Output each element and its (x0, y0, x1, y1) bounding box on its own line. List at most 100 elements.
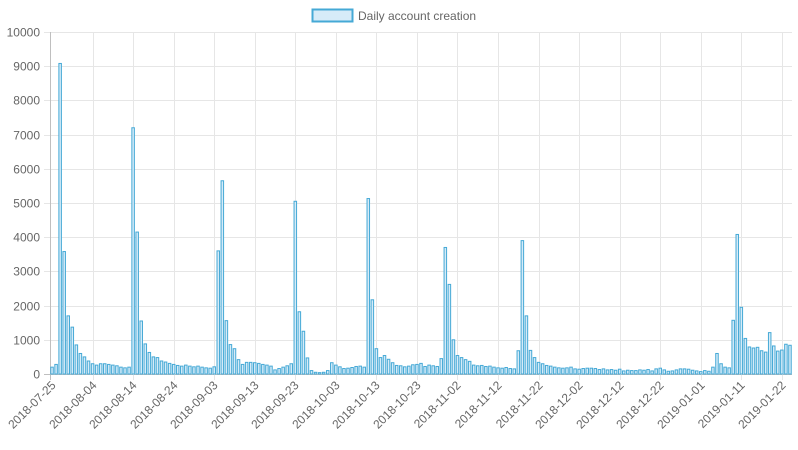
bar[interactable] (378, 357, 383, 375)
bar[interactable] (159, 360, 164, 375)
bar[interactable] (374, 348, 379, 375)
bar[interactable] (208, 367, 212, 375)
bar[interactable] (674, 369, 679, 375)
bar[interactable] (455, 355, 460, 375)
bar[interactable] (407, 365, 411, 375)
bar[interactable] (423, 365, 427, 375)
bar[interactable] (257, 362, 261, 375)
bar[interactable] (662, 369, 667, 375)
bar[interactable] (719, 363, 723, 375)
bar[interactable] (666, 370, 671, 375)
bar[interactable] (690, 369, 695, 375)
bar[interactable] (512, 368, 517, 375)
bar[interactable] (488, 365, 492, 375)
bar[interactable] (492, 366, 496, 375)
bar[interactable] (151, 356, 156, 375)
bar[interactable] (224, 320, 229, 375)
bar[interactable] (90, 363, 95, 375)
bar[interactable] (285, 365, 289, 375)
bar[interactable] (480, 364, 484, 375)
bar[interactable] (370, 299, 375, 375)
bar[interactable] (143, 343, 148, 375)
bar[interactable] (196, 365, 200, 375)
bar[interactable] (212, 366, 216, 375)
bar[interactable] (301, 330, 306, 375)
bar[interactable] (269, 365, 273, 375)
bar[interactable] (342, 368, 346, 375)
bar[interactable] (147, 351, 152, 375)
bar[interactable] (94, 364, 99, 375)
bar[interactable] (670, 370, 675, 375)
bar[interactable] (634, 370, 638, 375)
bar[interactable] (617, 368, 622, 375)
bar[interactable] (528, 349, 533, 375)
bar[interactable] (784, 343, 788, 375)
bar[interactable] (532, 357, 537, 375)
bar[interactable] (350, 367, 354, 375)
bar[interactable] (289, 363, 293, 375)
bar[interactable] (435, 365, 439, 375)
bar[interactable] (204, 367, 208, 375)
bar[interactable] (699, 371, 703, 375)
bar[interactable] (293, 200, 298, 375)
bar[interactable] (540, 363, 545, 375)
bar[interactable] (346, 367, 350, 375)
bar[interactable] (394, 364, 399, 375)
bar[interactable] (216, 250, 221, 375)
bar[interactable] (167, 362, 172, 375)
bar[interactable] (131, 127, 135, 375)
bar[interactable] (723, 366, 727, 375)
bar[interactable] (232, 348, 237, 375)
bar[interactable] (597, 369, 602, 375)
bar[interactable] (62, 251, 66, 375)
bar[interactable] (366, 198, 371, 375)
bar[interactable] (390, 362, 395, 375)
bar[interactable] (585, 367, 589, 375)
bar[interactable] (236, 359, 241, 375)
bar[interactable] (334, 364, 338, 375)
bar[interactable] (403, 366, 407, 375)
bar[interactable] (520, 240, 525, 375)
legend[interactable]: Daily account creation (311, 8, 477, 23)
bar[interactable] (240, 363, 245, 375)
bar[interactable] (638, 369, 642, 375)
bar[interactable] (317, 372, 322, 375)
bar[interactable] (427, 364, 431, 375)
bar[interactable] (751, 347, 756, 375)
bar[interactable] (451, 339, 456, 375)
bar[interactable] (253, 362, 257, 375)
bar[interactable] (273, 369, 277, 375)
bar[interactable] (658, 367, 662, 375)
bar[interactable] (305, 357, 310, 375)
bar[interactable] (496, 367, 500, 375)
bar[interactable] (694, 370, 699, 375)
bar[interactable] (504, 367, 508, 375)
bar[interactable] (439, 358, 444, 375)
bar[interactable] (609, 369, 614, 375)
bar[interactable] (581, 368, 585, 375)
bar[interactable] (589, 367, 594, 375)
bar[interactable] (459, 357, 464, 375)
bar[interactable] (155, 357, 160, 375)
bar[interactable] (277, 368, 281, 375)
bar[interactable] (569, 366, 573, 375)
bar[interactable] (601, 368, 606, 375)
bar[interactable] (248, 361, 253, 375)
bar[interactable] (646, 369, 650, 375)
bar[interactable] (467, 360, 472, 375)
bar[interactable] (593, 368, 598, 375)
bar[interactable] (524, 315, 529, 375)
bar[interactable] (70, 326, 75, 375)
bar[interactable] (228, 344, 233, 375)
bar[interactable] (471, 364, 476, 375)
bar[interactable] (739, 306, 744, 375)
bar[interactable] (297, 311, 302, 375)
bar[interactable] (630, 370, 634, 375)
bar[interactable] (309, 370, 314, 375)
bar[interactable] (386, 358, 391, 375)
bar[interactable] (707, 370, 711, 375)
bar[interactable] (66, 315, 70, 375)
bar[interactable] (338, 366, 342, 375)
bar[interactable] (265, 364, 269, 375)
bar[interactable] (548, 365, 553, 375)
